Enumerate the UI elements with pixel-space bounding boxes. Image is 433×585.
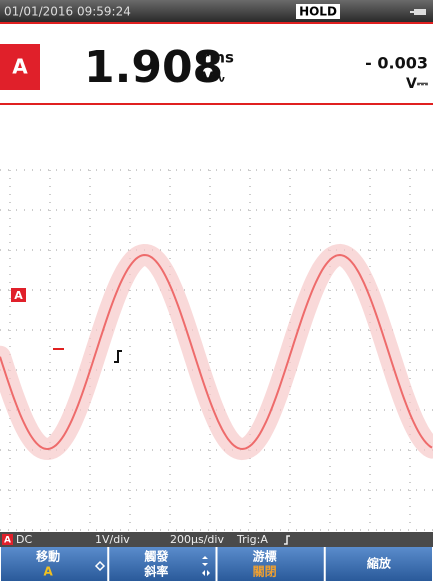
secondary-unit: V⎓ [406, 76, 429, 92]
softkey-label: 移動 [36, 549, 60, 564]
trace [0, 253, 433, 451]
leftright-icon [202, 570, 210, 576]
channel-box [0, 44, 40, 90]
trace-marker [11, 288, 26, 302]
softkey-sublabel: 關閉 [253, 565, 277, 579]
hold-label: HOLD [299, 5, 337, 19]
move-icon [94, 560, 106, 572]
secondary-reading: - 0.003 [365, 54, 428, 73]
trigger-marker [114, 350, 122, 363]
trace-label: A [14, 289, 23, 302]
softkey-sublabel: 斜率 [143, 564, 168, 579]
softkey[interactable] [325, 547, 432, 581]
hold-box [296, 4, 340, 19]
trigger-slope-icon [284, 535, 290, 545]
trigger: Trig:A [236, 533, 268, 546]
softkey-label: 觸發 [144, 549, 169, 564]
info-channel: A [4, 536, 11, 546]
softkey[interactable] [109, 547, 216, 581]
battery-icon [410, 9, 426, 15]
channel-label: A [12, 55, 28, 79]
softkey[interactable] [1, 547, 108, 581]
softkey-sublabel: A [43, 565, 53, 579]
unit-top: rms [202, 49, 234, 67]
timestamp: 01/01/2016 09:59:24 [4, 5, 131, 19]
info-channel-box [2, 534, 13, 545]
main-reading: 1.908 [84, 42, 223, 93]
volts-per-div: 1V/div [95, 533, 130, 546]
unit-bottom: V∿ [202, 69, 226, 87]
time-per-div: 200µs/div [170, 533, 224, 546]
coupling: DC [16, 533, 32, 546]
updown-icon [202, 556, 208, 566]
softkey-label: 縮放 [367, 556, 392, 571]
softkey-label: 游標 [253, 549, 277, 564]
info-bar [0, 532, 433, 547]
softkey[interactable] [217, 547, 324, 581]
